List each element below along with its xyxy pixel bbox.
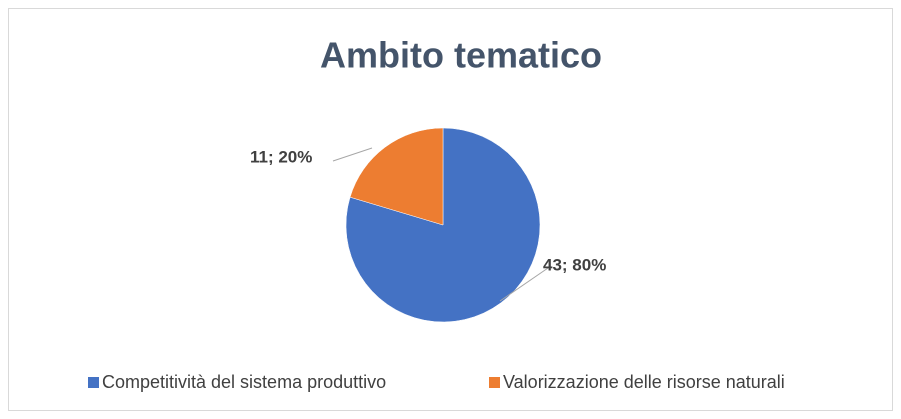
legend-swatch — [489, 377, 500, 388]
legend-label: Valorizzazione delle risorse naturali — [503, 372, 785, 392]
pie-slice — [349, 127, 444, 226]
chart-title: Ambito tematico — [320, 35, 602, 76]
legend-swatch — [88, 377, 99, 388]
leader-line — [499, 267, 549, 302]
leader-line — [332, 147, 373, 162]
legend-label: Competitività del sistema produttivo — [102, 372, 386, 392]
data-label: 11; 20% — [250, 147, 312, 166]
data-label: 43; 80% — [543, 255, 606, 274]
